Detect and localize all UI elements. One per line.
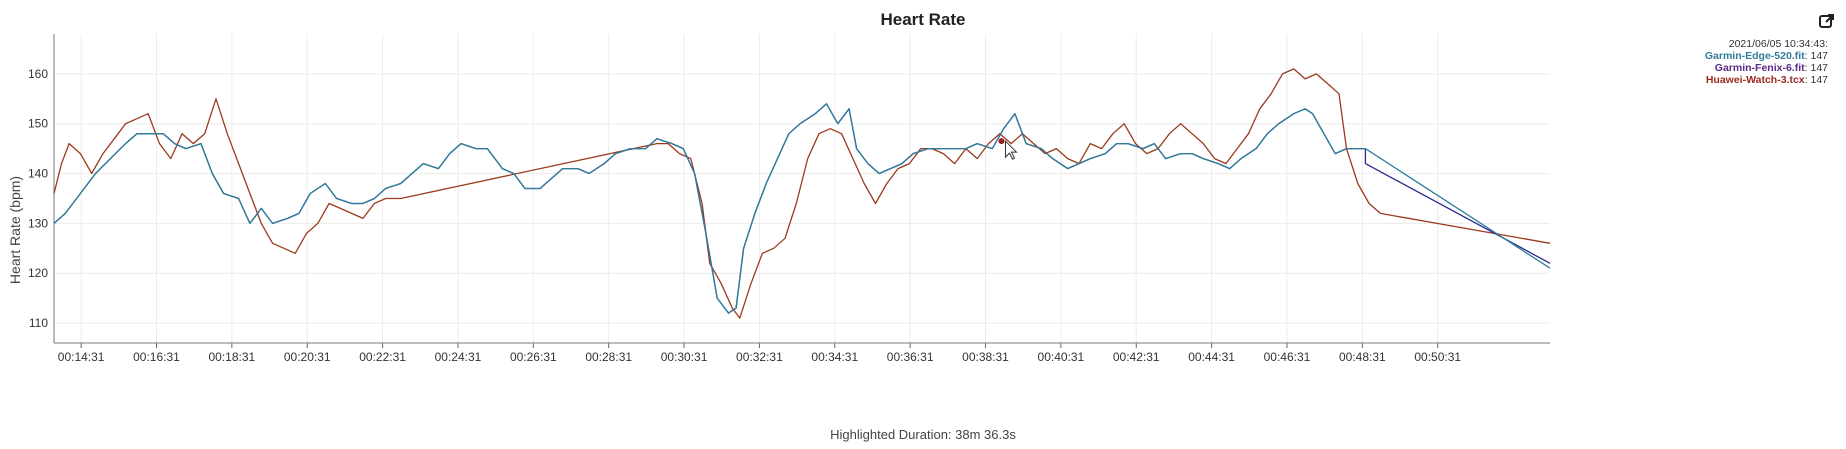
x-tick-label: 00:38:31 <box>962 350 1009 364</box>
x-tick-label: 00:16:31 <box>133 350 180 364</box>
chart-title: Heart Rate <box>880 10 966 29</box>
y-tick-label: 150 <box>28 117 48 131</box>
series-line-garmin-fenix-6-fit <box>53 103 1551 314</box>
x-tick-label: 00:42:31 <box>1113 350 1160 364</box>
y-axis-label: Heart Rate (bpm) <box>7 176 23 284</box>
series-line-huawei-watch-3-tcx <box>53 68 1551 319</box>
tooltip-row: Garmin-Fenix-6.fit: 147 <box>1705 62 1828 74</box>
series-lines <box>53 68 1551 319</box>
tooltip-timestamp: 2021/06/05 10:34:43: <box>1728 38 1828 50</box>
x-tick-label: 00:22:31 <box>359 350 406 364</box>
y-tick-label: 120 <box>28 266 48 280</box>
highlighted-duration: Highlighted Duration: 38m 36.3s <box>830 427 1016 442</box>
tooltip-series-name: Garmin-Edge-520.fit <box>1704 50 1805 62</box>
tooltip-row: Huawei-Watch-3.tcx: 147 <box>1705 74 1828 86</box>
x-tick-label: 00:50:31 <box>1414 350 1461 364</box>
heart-rate-chart[interactable]: 110 120 130 140 150 160 00:14:31 00:16:31 00:18:… <box>0 0 1846 427</box>
mouse-cursor-icon <box>1004 139 1018 160</box>
x-tick-label: 00:26:31 <box>510 350 557 364</box>
x-tick-label: 00:18:31 <box>209 350 256 364</box>
axes: 110 120 130 140 150 160 00:14:31 00:16:31 00:18:… <box>28 34 1550 364</box>
x-tick-label: 00:40:31 <box>1038 350 1085 364</box>
tooltip-series-value: : 147 <box>1804 74 1828 86</box>
x-tick-label: 00:28:31 <box>585 350 632 364</box>
tooltip-series-name: Huawei-Watch-3.tcx <box>1705 74 1805 86</box>
y-tick-label: 110 <box>29 316 48 330</box>
x-tick-label: 00:36:31 <box>887 350 934 364</box>
y-tick-label: 130 <box>28 216 48 230</box>
x-tick-label: 00:24:31 <box>435 350 482 364</box>
external-link-icon[interactable] <box>1818 12 1836 30</box>
x-tick-label: 00:32:31 <box>736 350 783 364</box>
x-tick-label: 00:34:31 <box>811 350 858 364</box>
series-line-garmin-edge-520-fit <box>53 103 1551 314</box>
x-tick-label: 00:46:31 <box>1264 350 1311 364</box>
y-tick-label: 140 <box>28 167 48 181</box>
hover-point <box>998 138 1005 145</box>
x-tick-label: 00:48:31 <box>1339 350 1386 364</box>
tooltip-series-name: Garmin-Fenix-6.fit <box>1714 62 1805 74</box>
x-tick-label: 00:30:31 <box>661 350 708 364</box>
tooltip-series-value: : 147 <box>1804 62 1828 74</box>
x-tick-label: 00:20:31 <box>284 350 331 364</box>
tooltip-row: Garmin-Edge-520.fit: 147 <box>1705 50 1828 62</box>
cursor <box>998 138 1018 160</box>
y-tick-label: 160 <box>28 67 48 81</box>
grid <box>54 34 1550 343</box>
tooltip-series-value: : 147 <box>1804 50 1828 62</box>
hover-tooltip: 2021/06/05 10:34:43: Garmin-Edge-520.fit… <box>1705 38 1828 86</box>
x-tick-label: 00:14:31 <box>58 350 105 364</box>
x-tick-label: 00:44:31 <box>1188 350 1235 364</box>
